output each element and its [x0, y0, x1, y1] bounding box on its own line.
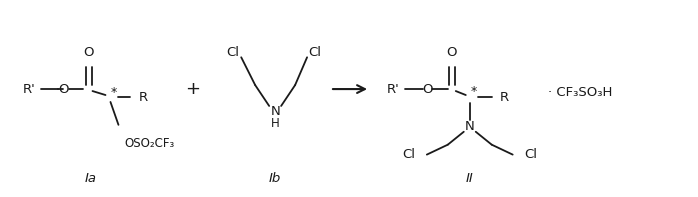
Text: O: O: [447, 46, 457, 59]
Text: OSO₂CF₃: OSO₂CF₃: [124, 137, 174, 150]
Text: O: O: [59, 83, 69, 96]
Text: Cl: Cl: [309, 46, 322, 59]
Text: H: H: [271, 117, 279, 130]
Text: N: N: [270, 105, 280, 118]
Text: R: R: [138, 90, 147, 103]
Text: O: O: [422, 83, 433, 96]
Text: Ia: Ia: [84, 172, 96, 185]
Text: II: II: [466, 172, 474, 185]
Text: R': R': [23, 83, 36, 96]
Text: Ib: Ib: [269, 172, 281, 185]
Text: · CF₃SO₃H: · CF₃SO₃H: [548, 85, 612, 98]
Text: +: +: [185, 80, 200, 98]
Text: O: O: [83, 46, 94, 59]
Text: *: *: [110, 85, 117, 98]
Text: Cl: Cl: [525, 148, 537, 161]
Text: N: N: [465, 120, 475, 133]
Text: R: R: [500, 90, 509, 103]
Text: Cl: Cl: [227, 46, 239, 59]
Text: R': R': [387, 83, 400, 96]
Text: *: *: [470, 85, 477, 98]
Text: Cl: Cl: [402, 148, 415, 161]
